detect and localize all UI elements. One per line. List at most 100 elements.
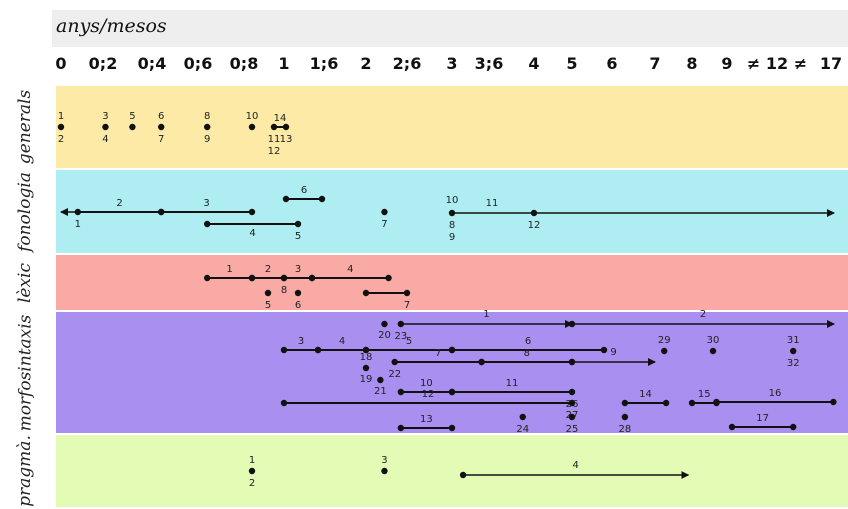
axis-tick-label: 0 <box>55 54 67 73</box>
timeline-point <box>158 123 165 131</box>
segment-label: 6 <box>301 185 307 196</box>
axis-tick-label: ≠ 12 ≠ <box>746 54 808 73</box>
axis-tick-label: 0;6 <box>183 54 213 73</box>
segment-label: 4 <box>339 336 345 347</box>
segment-start-dot <box>391 358 398 366</box>
axis-tick-label: 0;8 <box>229 54 259 73</box>
axis-tick-label: 2;6 <box>392 54 422 73</box>
segment-sublabel: 4 <box>249 228 255 239</box>
segment-label: 11 <box>506 378 519 389</box>
timeline-point <box>204 123 211 131</box>
axis-tick-label: 7 <box>649 54 661 73</box>
point-label: 5 <box>129 111 135 122</box>
segment-start-dot <box>728 423 736 431</box>
axis-header: anys/mesos <box>52 10 848 47</box>
timeline-point <box>248 123 256 131</box>
segment-sublabel: 13 <box>280 134 293 145</box>
timeline-point <box>129 123 136 131</box>
segment-sublabel: 8 <box>281 285 287 296</box>
arrow-label: 1 <box>483 309 489 320</box>
segment-end-dot <box>248 208 256 216</box>
segment-start-dot <box>204 274 211 282</box>
arrow-label: 2 <box>700 309 706 320</box>
segment-start-dot <box>280 346 288 354</box>
segment-start-dot <box>158 208 165 216</box>
axis-tick-label: 8 <box>686 54 698 73</box>
axis-tick-label: 4 <box>528 54 540 73</box>
arrow-start-dot <box>459 471 467 479</box>
segment-start-dot <box>397 424 405 432</box>
segment-label: 14 <box>274 113 287 124</box>
point-sublabel: 24 <box>516 424 529 435</box>
segment-start-dot <box>688 399 696 407</box>
segment-end-dot <box>403 289 411 297</box>
timeline-point <box>661 347 668 355</box>
point-label: 10 <box>246 111 259 122</box>
timeline-point <box>709 347 717 355</box>
point-label: 3 <box>381 455 387 466</box>
segment-sublabel: 7 <box>404 300 410 311</box>
timeline-point <box>790 347 797 355</box>
timeline-point <box>102 123 109 131</box>
segment-start-dot <box>314 346 322 354</box>
segment-start-dot <box>362 346 370 354</box>
arrow-label: 4 <box>573 460 579 471</box>
segment-end-dot <box>568 388 576 396</box>
point-sublabel: 21 <box>374 386 387 397</box>
arrow-sublabel: 9 <box>449 232 455 243</box>
segment-label: 6 <box>525 336 531 347</box>
timeline-point <box>381 208 388 216</box>
segment-end-dot <box>662 399 670 407</box>
segment-label: 4 <box>347 264 353 275</box>
timeline-point <box>621 413 629 421</box>
segment-label: 5 <box>406 336 412 347</box>
segment-start-dot <box>478 358 485 366</box>
segment-start-dot <box>448 346 456 354</box>
point-sublabel: 25 <box>566 424 579 435</box>
arrow-start-dot <box>448 209 456 217</box>
segment-label: 2 <box>265 264 271 275</box>
axis-tick-label: 2 <box>360 54 372 73</box>
point-sublabel: 20 <box>378 330 391 341</box>
segment-start-dot <box>713 398 720 406</box>
segment-end-dot <box>385 274 392 282</box>
axis-tick-label: 9 <box>721 54 733 73</box>
row-band-pragmatica <box>56 435 848 507</box>
arrow-sublabel: 23 <box>394 331 407 342</box>
segment-start-dot <box>204 220 211 228</box>
timeline-point <box>294 289 302 297</box>
point-label: 8 <box>204 111 210 122</box>
point-sublabel: 6 <box>295 300 301 311</box>
segment-end-dot <box>568 399 576 407</box>
point-sublabel: 7 <box>381 219 387 230</box>
point-label: 31 <box>787 335 800 346</box>
segment-label: 13 <box>420 414 433 425</box>
segment-start-dot <box>270 123 278 131</box>
arrow-start-dot <box>397 320 405 328</box>
segment-label: 3 <box>298 336 304 347</box>
segment-end-dot <box>830 398 837 406</box>
segment-sublabel: 5 <box>295 231 301 242</box>
axis-title: anys/mesos <box>56 15 167 37</box>
segment-sublabel: 11 <box>268 134 281 145</box>
segment-label: 3 <box>295 264 301 275</box>
segment-sublabel: 22 <box>388 369 401 380</box>
point-sublabel: 9 <box>204 134 210 145</box>
segment-end-dot <box>282 123 290 131</box>
segment-start-dot <box>448 388 456 396</box>
segment-label: 14 <box>639 389 652 400</box>
segment-label: 8 <box>524 348 530 359</box>
arrow-start-label: 10 <box>446 195 459 206</box>
segment-end-dot <box>448 424 456 432</box>
axis-tick-label: 1;6 <box>309 54 339 73</box>
segment-sublabel: 12 <box>268 146 281 157</box>
segment-label: 16 <box>769 388 782 399</box>
point-sublabel: 32 <box>787 358 800 369</box>
point-sublabel: 28 <box>619 424 632 435</box>
timeline-point <box>381 320 388 328</box>
axis-tick-label: 6 <box>606 54 618 73</box>
segment-label: 3 <box>203 198 209 209</box>
timeline-point <box>264 289 272 297</box>
point-sublabel: 5 <box>265 300 271 311</box>
